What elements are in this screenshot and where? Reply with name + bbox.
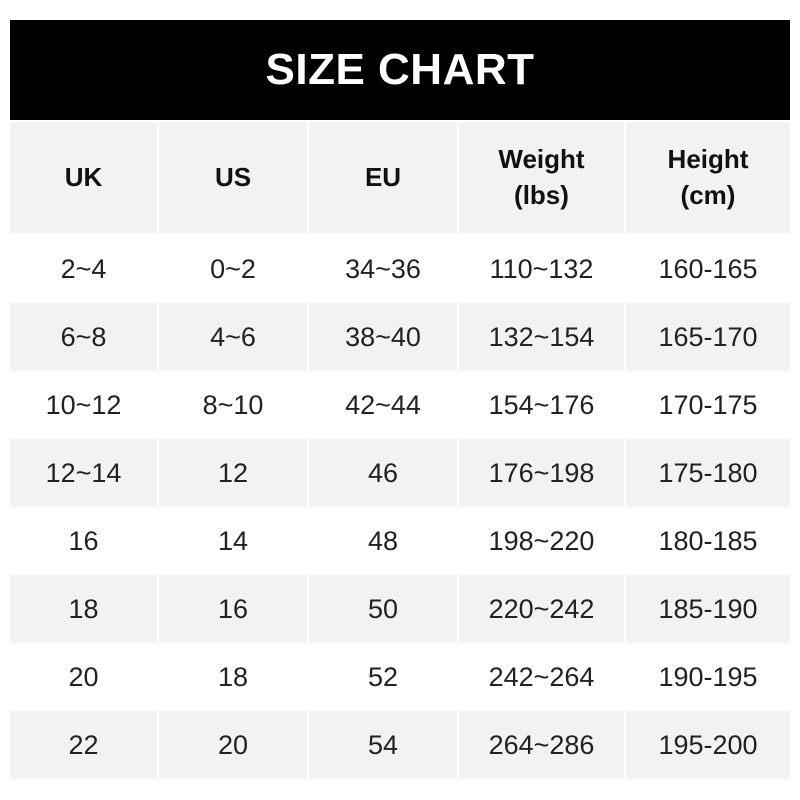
size-table: UK US EU Weight (lbs) Height (cm) 2~4 0~2 34~36 11…	[10, 122, 790, 779]
header-height: Height (cm)	[626, 122, 790, 233]
cell-eu: 50	[309, 575, 457, 643]
header-us: US	[159, 122, 307, 233]
cell-us: 16	[159, 575, 307, 643]
cell-uk: 6~8	[10, 303, 157, 371]
header-uk: UK	[10, 122, 157, 233]
cell-eu: 52	[367, 661, 399, 692]
cell-height: 190-195	[658, 661, 758, 692]
cell-height: 175-180	[626, 439, 790, 507]
cell-eu: 46	[309, 439, 457, 507]
cell-eu: 54	[309, 711, 457, 779]
header-label: Height	[667, 144, 749, 175]
cell-weight: 176~198	[459, 439, 624, 507]
size-chart-title: SIZE CHART	[10, 20, 790, 120]
cell-uk: 10~12	[45, 389, 122, 420]
cell-us: 4~6	[159, 303, 307, 371]
cell-height: 160-165	[658, 253, 758, 284]
cell-uk: 20	[68, 661, 99, 692]
cell-eu: 38~40	[309, 303, 457, 371]
cell-weight: 132~154	[459, 303, 624, 371]
header-unit: (lbs)	[514, 179, 569, 210]
cell-height: 195-200	[626, 711, 790, 779]
cell-height: 185-190	[626, 575, 790, 643]
cell-uk: 16	[68, 525, 99, 556]
cell-weight: 110~132	[489, 253, 594, 284]
cell-us: 8~10	[202, 389, 264, 420]
header-label: US	[214, 161, 252, 192]
cell-eu: 34~36	[345, 253, 421, 284]
cell-weight: 198~220	[488, 525, 595, 556]
cell-us: 20	[159, 711, 307, 779]
cell-weight: 154~176	[488, 389, 595, 420]
header-label: EU	[364, 161, 402, 192]
cell-height: 170-175	[658, 389, 758, 420]
header-unit: (cm)	[680, 179, 736, 210]
cell-weight: 220~242	[459, 575, 624, 643]
cell-us: 18	[217, 661, 249, 692]
cell-height: 165-170	[626, 303, 790, 371]
header-label: Weight	[498, 144, 585, 175]
header-weight: Weight (lbs)	[459, 122, 624, 233]
header-eu: EU	[309, 122, 457, 233]
cell-us: 14	[217, 525, 249, 556]
cell-eu: 48	[367, 525, 399, 556]
cell-uk: 18	[10, 575, 157, 643]
cell-us: 12	[159, 439, 307, 507]
cell-eu: 42~44	[345, 389, 421, 420]
cell-weight: 264~286	[459, 711, 624, 779]
cell-weight: 242~264	[488, 661, 595, 692]
cell-uk: 12~14	[10, 439, 157, 507]
cell-uk: 2~4	[60, 253, 107, 284]
cell-height: 180-185	[658, 525, 758, 556]
header-label: UK	[64, 161, 103, 192]
cell-uk: 22	[10, 711, 157, 779]
cell-us: 0~2	[210, 253, 256, 284]
